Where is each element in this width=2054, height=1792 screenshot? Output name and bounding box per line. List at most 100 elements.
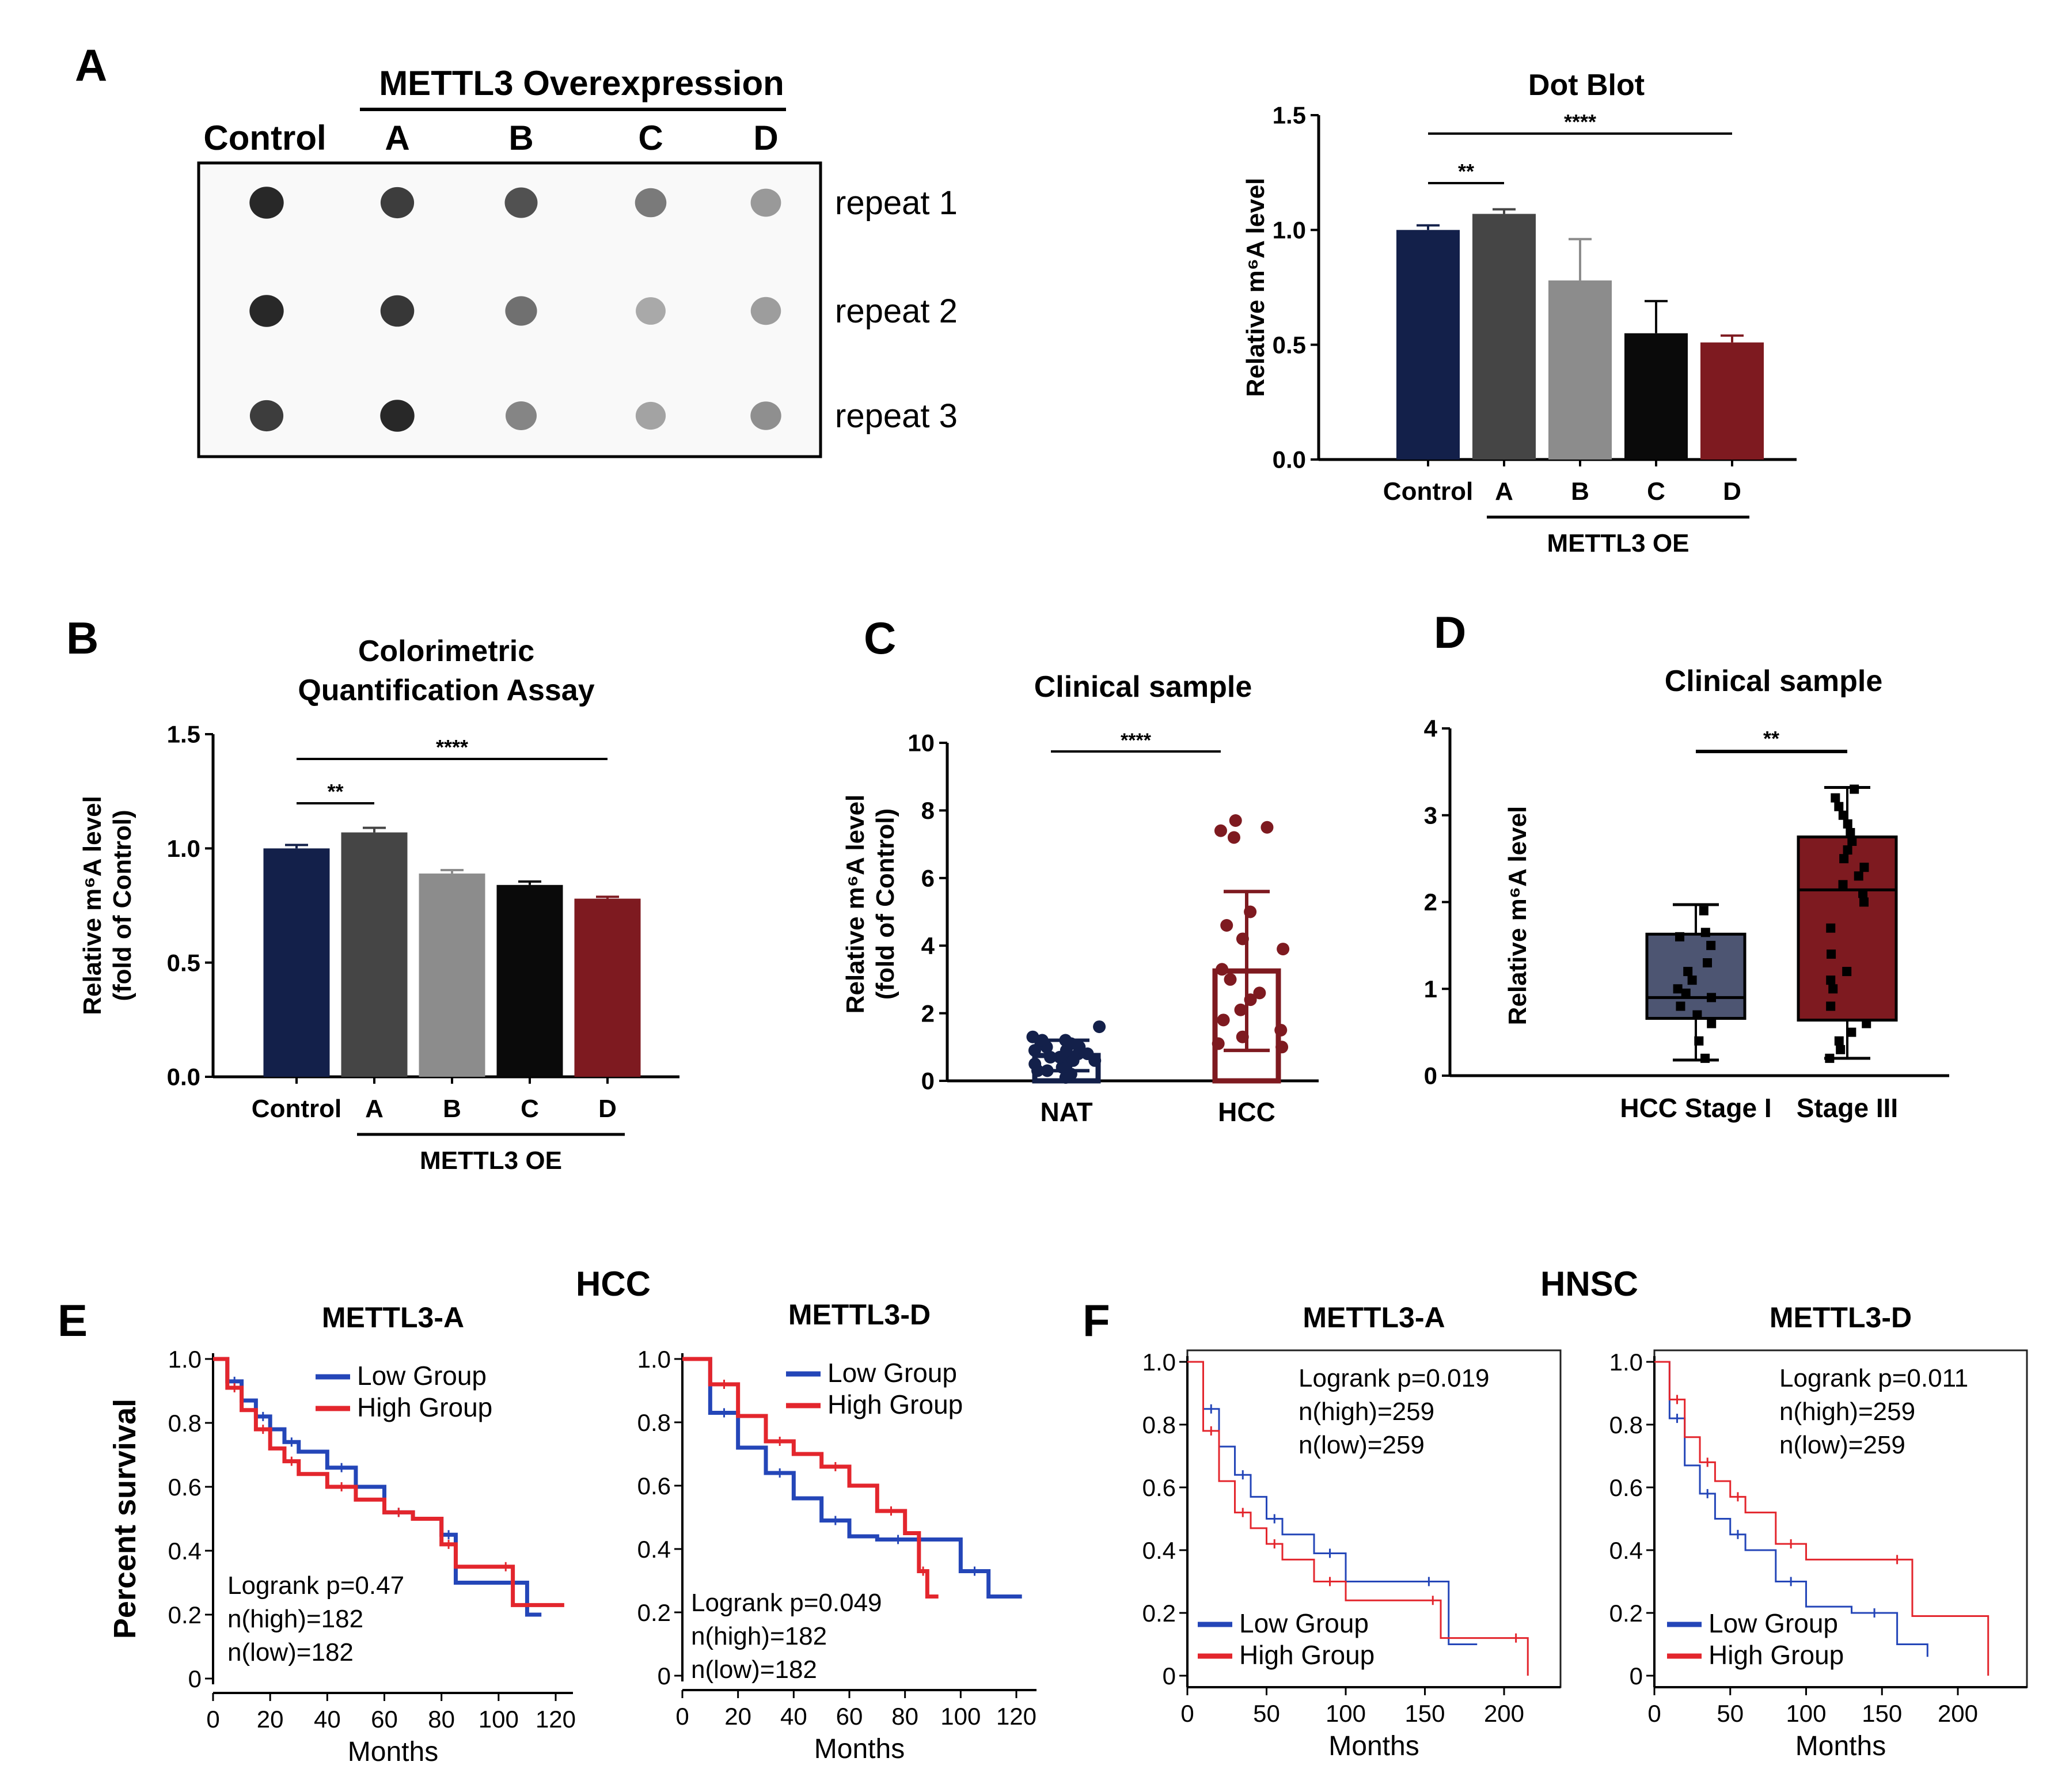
y-tick-label: 6 [921,865,935,892]
chart-subtitle: Quantification Assay [298,674,594,707]
x-tick-label: Control [252,1095,341,1123]
data-point [1846,827,1855,837]
y-tick-label: 1.0 [168,1346,202,1373]
data-point [1229,814,1242,827]
y-axis-label-2: (fold of Control) [108,810,136,1001]
blot-dot [249,295,284,327]
blot-dot [380,400,415,432]
x-tick-label: 60 [836,1703,863,1730]
data-point [1692,1010,1702,1020]
y-tick-label: 0.0 [1273,446,1306,473]
y-axis-label: Relative m⁶A level [1504,806,1532,1026]
x-tick-label: 0 [1180,1700,1194,1727]
y-tick-label: 0.6 [1609,1474,1643,1501]
data-point [1224,973,1237,986]
stats-text: n(high)=182 [691,1622,827,1650]
x-tick-label: 40 [314,1706,341,1733]
y-tick-label: 2 [1424,889,1437,916]
bar [574,898,641,1077]
bar [1396,230,1460,460]
data-point [1675,932,1685,941]
data-point [1838,880,1848,890]
y-tick-label: 0 [188,1665,202,1692]
data-point [1217,1013,1230,1027]
blot-lane-label: A [385,119,409,157]
data-point [1253,986,1266,1000]
stats-text: n(low)=182 [691,1656,817,1684]
survival-curve [1654,1361,1928,1657]
y-axis-label-2: (fold of Control) [871,808,899,1000]
x-tick-label: 0 [675,1703,689,1730]
y-tick-label: 0.2 [637,1599,671,1626]
y-tick-label: 0.6 [168,1474,202,1501]
chart-hnsc_a: METTL3-A 0 0.2 0.4 0.6 0.8 1.0 0 50 100 150 200 Mont… [1142,1301,1562,1761]
blot-dot [504,187,538,218]
blot-dot [635,401,666,430]
y-tick-label: 0.8 [1142,1411,1176,1438]
stats-text: n(high)=182 [227,1605,363,1633]
x-axis-label: Months [348,1737,438,1767]
stats-text: Logrank p=0.049 [691,1589,882,1617]
y-axis-label: Relative m⁶A level [841,795,870,1014]
y-tick-label: 0.5 [1273,331,1306,358]
panel-letter-c: C [864,613,896,663]
data-point [1059,1034,1072,1047]
data-point [1220,918,1233,932]
bar [1700,342,1764,460]
panel-letter-d: D [1434,607,1466,658]
y-tick-label: 0.8 [637,1409,671,1436]
blot-row-label: repeat 1 [835,184,958,222]
y-tick-label: 4 [921,932,935,959]
y-axis-label: Relative m⁶A level [1241,178,1270,397]
data-point [1673,984,1683,994]
y-tick-label: 0.2 [168,1601,202,1628]
data-point [1683,967,1693,977]
data-point [1843,845,1852,855]
data-point [1064,1068,1077,1081]
data-point [1826,1001,1836,1011]
x-tick-label: 40 [780,1703,807,1730]
data-point [1093,1020,1106,1034]
panel-letter-a: A [75,40,107,90]
data-point [1836,1045,1846,1054]
bar [263,848,330,1077]
data-point [1831,793,1840,803]
y-tick-label: 1.0 [167,835,200,862]
box [1797,835,1898,1022]
x-tick-label: 80 [891,1703,918,1730]
data-point [1041,1064,1054,1077]
y-tick-label: 0 [658,1662,671,1690]
x-tick-label: 0 [1647,1700,1661,1727]
chart-title: Clinical sample [1665,665,1883,698]
data-point [1838,810,1848,820]
y-tick-label: 1.0 [637,1346,671,1373]
data-point [1274,1023,1288,1037]
y-tick-label: 0.4 [1609,1537,1643,1564]
x-tick-label: 60 [371,1706,398,1733]
chart-title: Dot Blot [1528,69,1645,102]
data-point [1043,1050,1057,1064]
stats-text: Logrank p=0.019 [1299,1364,1490,1392]
chart-hcc_a: METTL3-A 0 0.2 0.4 0.6 0.8 1.0 0 20 40 60 80 100 120 M… [108,1301,576,1767]
chart-clinical-d: 0 1 2 3 4 HCC Stage I Stage III ** Clinical samp… [1424,665,1949,1123]
data-point [1703,958,1713,968]
y-tick-label: 0.4 [168,1537,202,1565]
data-point [1212,1037,1225,1050]
data-point [1839,854,1849,864]
x-axis-label: Months [1328,1731,1419,1761]
x-tick-label: A [1495,477,1513,506]
oe-label: METTL3 OE [1547,529,1689,557]
x-tick-label: NAT [1040,1097,1092,1127]
x-tick-label: 50 [1717,1700,1744,1727]
data-point [1862,1019,1871,1028]
legend-label: High Group [357,1392,492,1422]
x-tick-label: Control [1383,477,1473,506]
significance-label: ** [327,780,343,803]
data-point [1261,821,1274,834]
blot-dot [249,187,284,219]
x-tick-label: 100 [1326,1700,1366,1727]
chart-title: Clinical sample [1034,670,1252,704]
significance-label: **** [1121,730,1152,751]
